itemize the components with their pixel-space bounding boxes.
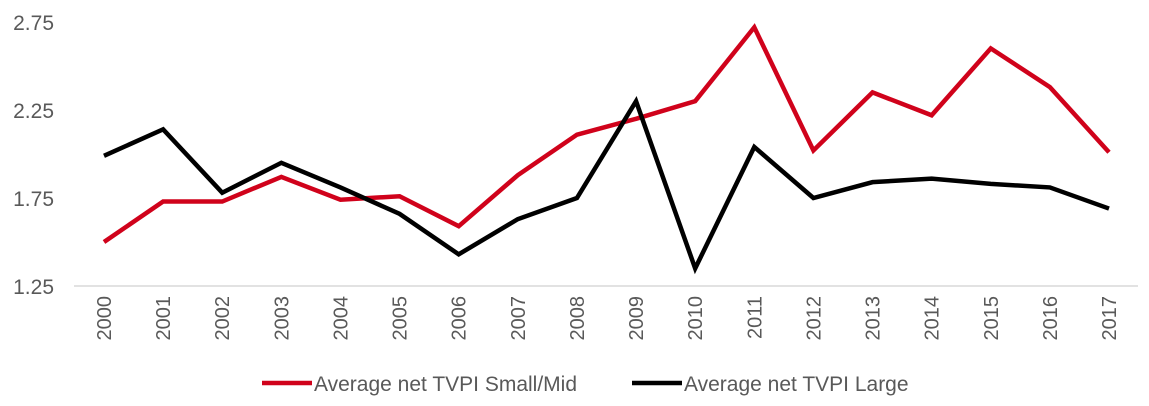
legend-item-0: Average net TVPI Small/Mid [262, 373, 577, 396]
x-tick-label: 2015 [981, 296, 1003, 341]
x-tick-label: 2008 [567, 296, 589, 341]
y-tick-label: 1.25 [13, 276, 54, 299]
x-tick-label: 2013 [863, 296, 885, 341]
x-tick-label: 2002 [212, 296, 234, 341]
x-tick-label: 2012 [803, 296, 825, 341]
x-tick-label: 2000 [94, 296, 116, 341]
x-tick-label: 2009 [626, 296, 648, 341]
x-tick-label: 2006 [449, 296, 471, 341]
x-tick-label: 2010 [685, 296, 707, 341]
legend-item-1: Average net TVPI Large [632, 373, 909, 396]
x-tick-label: 2014 [922, 296, 944, 341]
x-tick-label: 2011 [744, 296, 766, 339]
series-line-0 [104, 27, 1109, 242]
x-tick-label: 2016 [1040, 296, 1062, 341]
legend-label: Average net TVPI Large [684, 373, 909, 396]
x-tick-label: 2001 [153, 296, 175, 341]
x-tick-label: 2007 [508, 296, 530, 341]
x-tick-label: 2004 [330, 296, 352, 341]
y-tick-label: 1.75 [13, 188, 54, 211]
x-tick-label: 2003 [271, 296, 293, 341]
legend-label: Average net TVPI Small/Mid [314, 373, 577, 396]
x-tick-label: 2017 [1099, 296, 1121, 341]
x-tick-label: 2005 [390, 296, 412, 341]
y-tick-label: 2.75 [13, 12, 54, 35]
y-tick-label: 2.25 [13, 100, 54, 123]
